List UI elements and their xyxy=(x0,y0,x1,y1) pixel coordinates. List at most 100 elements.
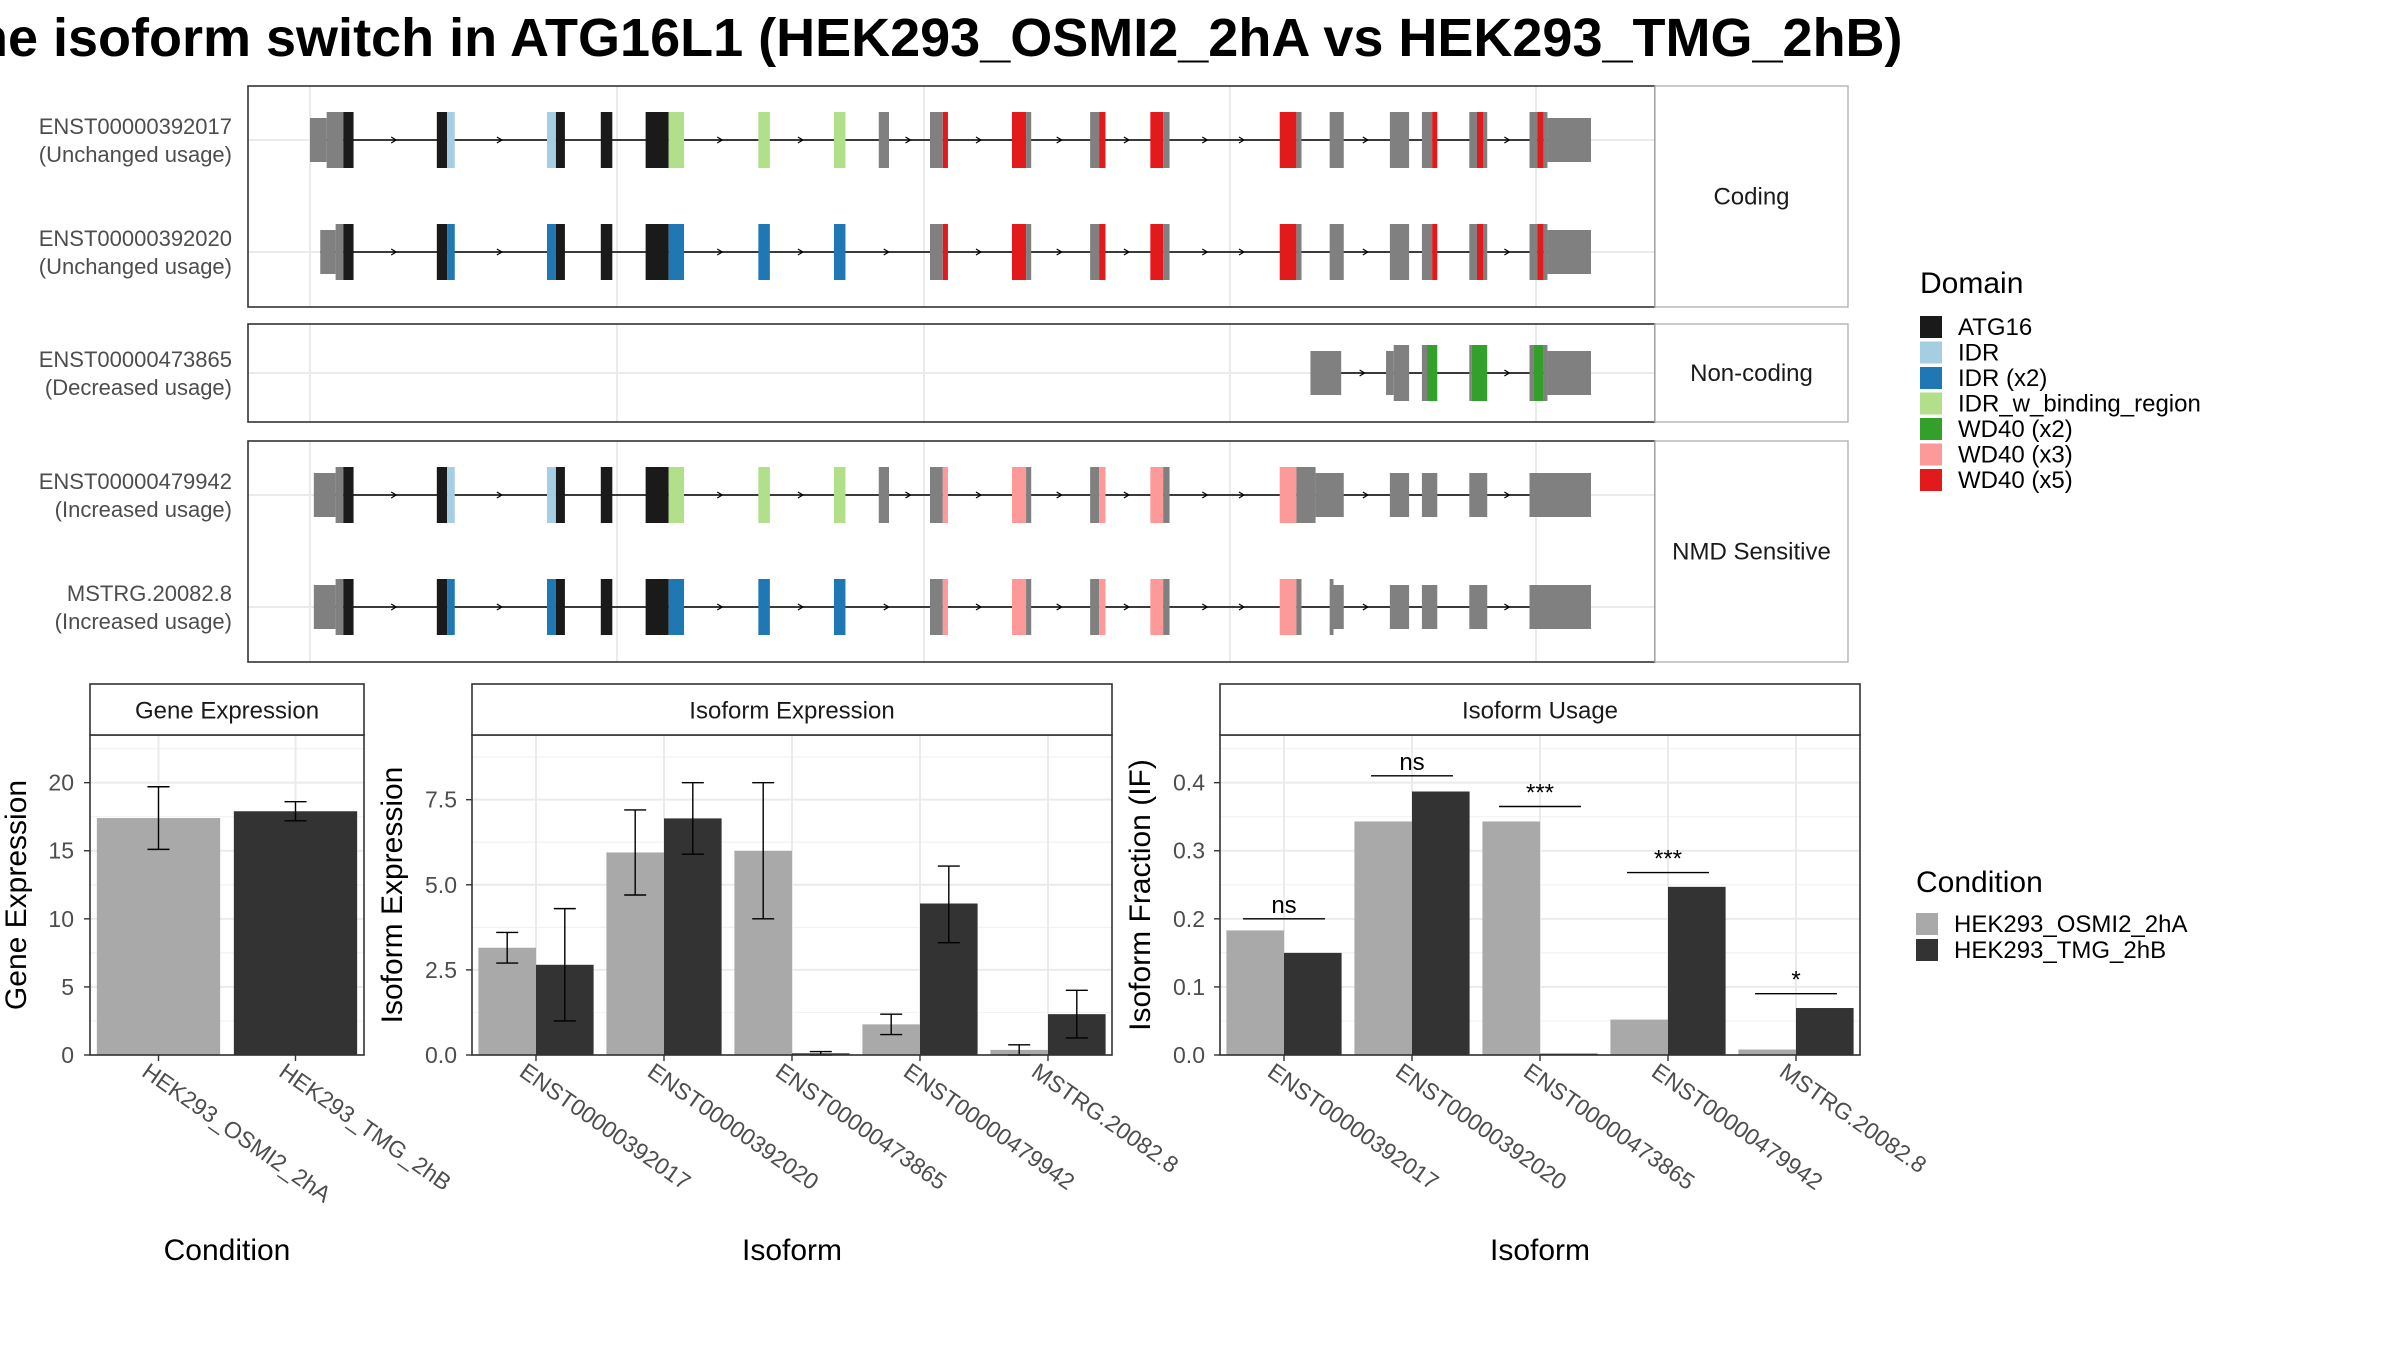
direction-arrow xyxy=(797,136,805,144)
exon-domain-wd40-x3- xyxy=(1279,467,1297,523)
exon-block xyxy=(930,224,943,280)
exon-domain-wd40-x2- xyxy=(1427,345,1438,401)
direction-arrow xyxy=(390,136,398,144)
exon-block xyxy=(930,112,943,168)
exon-block xyxy=(1389,112,1410,168)
exon-domain-wd40-x3- xyxy=(1011,579,1027,635)
exon-domain-idr-x2- xyxy=(833,224,846,280)
track-panel-background xyxy=(248,441,1655,662)
exon-domain-atg16 xyxy=(343,579,354,635)
domain-legend-key xyxy=(1920,469,1942,491)
transcript-id-label: ENST00000392017 xyxy=(39,114,232,139)
y-tick-label: 0.1 xyxy=(1173,974,1205,1000)
y-tick-label: 0.0 xyxy=(1173,1042,1205,1068)
domain-legend-key xyxy=(1920,392,1942,415)
exon-domain-wd40-x5- xyxy=(1099,112,1106,168)
significance-label: ns xyxy=(1271,892,1296,919)
direction-arrow xyxy=(1123,491,1131,499)
exon-domain-wd40-x5- xyxy=(1099,224,1106,280)
transcript-usage-label: (Decreased usage) xyxy=(45,375,232,400)
condition-legend-label: HEK293_OSMI2_2hA xyxy=(1954,911,2187,938)
transcript-id-label: ENST00000392020 xyxy=(39,226,232,251)
direction-arrow xyxy=(1504,248,1511,256)
direction-arrow xyxy=(1056,248,1063,256)
bar xyxy=(1796,1008,1854,1055)
significance-label: ns xyxy=(1399,749,1424,776)
exon-domain-atg16 xyxy=(645,579,669,635)
direction-arrow xyxy=(1123,248,1131,256)
group-strip-label: Non-coding xyxy=(1690,360,1813,387)
exon-block xyxy=(1329,224,1344,280)
facet-strip-title: Isoform Expression xyxy=(689,698,894,725)
exon-block xyxy=(930,467,943,523)
transcript-id-label: ENST00000473865 xyxy=(39,347,232,372)
direction-arrow xyxy=(975,491,983,499)
exon-block xyxy=(1547,230,1591,274)
exon-domain-atg16 xyxy=(600,467,613,523)
y-tick-label: 0.2 xyxy=(1173,906,1205,932)
direction-arrow xyxy=(797,248,805,256)
exon-block xyxy=(1389,585,1410,629)
transcript-usage-label: (Increased usage) xyxy=(55,497,232,522)
exon-block xyxy=(1483,224,1488,280)
domain-legend-key xyxy=(1920,367,1942,389)
exon-block xyxy=(878,467,890,523)
group-strip-box xyxy=(1654,323,1849,423)
bar xyxy=(1482,821,1540,1055)
exon-domain-atg16 xyxy=(555,579,565,635)
bar xyxy=(233,811,358,1055)
exon-block xyxy=(1421,473,1438,517)
y-tick-label: 10 xyxy=(48,906,74,932)
exon-domain-atg16 xyxy=(436,224,448,280)
y-tick-label: 0.3 xyxy=(1173,838,1205,864)
direction-arrow xyxy=(905,136,912,144)
exon-domain-wd40-x3- xyxy=(942,467,948,523)
exon-domain-idr xyxy=(447,467,455,523)
direction-arrow xyxy=(716,603,724,611)
transcript-id-label: MSTRG.20082.8 xyxy=(67,581,232,606)
domain-legend-title: Domain xyxy=(1920,267,2023,300)
direction-arrow xyxy=(390,491,398,499)
y-tick-label: 0.0 xyxy=(425,1042,457,1068)
exon-block xyxy=(1026,467,1032,523)
group-strip-label: Coding xyxy=(1713,184,1789,211)
direction-arrow xyxy=(797,491,805,499)
exon-block xyxy=(335,579,344,635)
exon-block xyxy=(1329,579,1334,635)
exon-block xyxy=(1469,112,1477,168)
exon-domain-wd40-x5- xyxy=(1476,112,1484,168)
condition-legend-title: Condition xyxy=(1916,866,2043,899)
exon-block xyxy=(1469,224,1477,280)
exon-domain-idr-w-binding-region xyxy=(833,112,846,168)
exon-domain-wd40-x5- xyxy=(942,224,948,280)
direction-arrow xyxy=(1238,136,1246,144)
exon-domain-idr xyxy=(447,112,455,168)
exon-domain-idr-x2- xyxy=(758,579,770,635)
y-axis-title: Isoform Expression xyxy=(376,767,409,1024)
facet-strip xyxy=(471,683,1113,736)
transcript-id-label: ENST00000479942 xyxy=(39,469,232,494)
exon-block xyxy=(313,473,336,517)
exon-block xyxy=(1296,224,1302,280)
exon-block xyxy=(1310,351,1342,395)
exon-block xyxy=(1389,473,1410,517)
exon-block xyxy=(1090,579,1100,635)
exon-domain-idr-w-binding-region xyxy=(668,467,685,523)
domain-legend-label: WD40 (x2) xyxy=(1958,416,2073,443)
exon-block xyxy=(1543,112,1548,168)
exon-block xyxy=(335,224,344,280)
group-strip-box xyxy=(1654,85,1849,308)
exon-domain-atg16 xyxy=(555,467,565,523)
group-strip-box xyxy=(1654,440,1849,663)
exon-block xyxy=(1026,112,1032,168)
exon-block xyxy=(878,112,890,168)
transcript-usage-label: (Unchanged usage) xyxy=(39,254,232,279)
exon-domain-wd40-x5- xyxy=(1432,224,1438,280)
exon-domain-wd40-x3- xyxy=(1099,579,1106,635)
exon-block xyxy=(1296,467,1316,523)
exon-block xyxy=(1163,467,1170,523)
